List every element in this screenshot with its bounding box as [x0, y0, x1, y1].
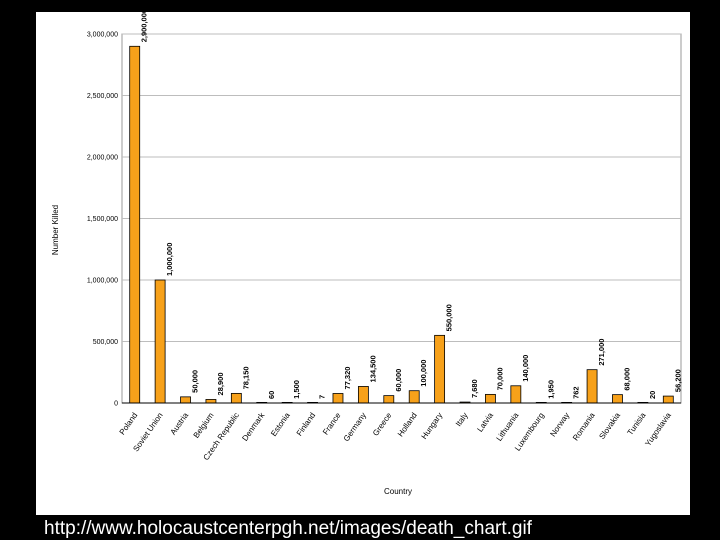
bar: [586, 369, 598, 404]
x-tick-label: Poland: [118, 411, 140, 437]
value-label: 60: [267, 391, 276, 399]
value-label: 7: [318, 395, 327, 399]
value-label: 70,000: [495, 367, 504, 390]
value-label: 1,000,000: [165, 243, 174, 276]
y-tick-label: 500,000: [93, 339, 118, 346]
value-label: 140,000: [521, 355, 530, 382]
x-tick-label: Norway: [548, 411, 571, 438]
source-url-caption: http://www.holocaustcenterpgh.net/images…: [44, 518, 532, 539]
x-tick-label: Estonia: [269, 411, 292, 438]
value-label: 134,500: [368, 355, 377, 382]
value-label: 56,200: [673, 369, 682, 392]
bar: [332, 393, 344, 404]
value-label: 78,150: [241, 366, 250, 389]
bar: [383, 395, 395, 404]
y-axis-ticks: 0 500,000 1,000,000 1,500,000 2,000,000 2,500…: [87, 32, 118, 408]
chart-panel: 0 500,000 1,000,000 1,500,000 2,000,000 2,500…: [36, 12, 690, 515]
x-tick-label: Hungary: [420, 411, 445, 441]
bar: [612, 394, 623, 404]
bar: [434, 334, 446, 404]
value-label: 7,680: [470, 379, 479, 398]
x-tick-label: Italy: [454, 411, 470, 428]
value-label: 28,900: [216, 372, 225, 395]
value-label: 762: [572, 386, 581, 399]
value-labels: 2,900,000 1,000,000 50,000 28,900 78,150 60 1,…: [140, 12, 683, 399]
value-label: 271,000: [597, 339, 606, 366]
value-label: 20: [648, 391, 657, 399]
bar: [129, 45, 141, 404]
value-label: 60,000: [394, 369, 403, 392]
x-tick-label: Romania: [571, 411, 597, 443]
bar: [662, 395, 674, 404]
value-label: 2,900,000: [140, 12, 149, 42]
y-axis-title: Number Killed: [51, 205, 60, 255]
x-axis-title: Country: [384, 487, 412, 496]
x-tick-label: Greece: [371, 411, 394, 438]
y-tick-label: 1,000,000: [87, 278, 118, 285]
x-tick-label: Tunisia: [626, 411, 648, 437]
x-tick-label: Latvia: [475, 411, 495, 434]
y-tick-label: 1,500,000: [87, 216, 118, 223]
bar: [408, 390, 420, 404]
x-tick-label: France: [321, 411, 343, 437]
value-label: 68,000: [622, 368, 631, 391]
bar: [510, 385, 522, 404]
bar: [205, 399, 217, 404]
x-tick-label: Germany: [342, 411, 368, 443]
bar-chart: 0 500,000 1,000,000 1,500,000 2,000,000 2,500…: [51, 12, 683, 496]
x-tick-label: Yugoslavia: [643, 411, 673, 448]
bar: [357, 386, 369, 404]
bar: [485, 393, 496, 404]
bar: [230, 392, 242, 404]
value-label: 1,500: [292, 380, 301, 399]
value-label: 100,000: [419, 360, 428, 387]
gridlines: [122, 33, 681, 342]
x-tick-label: Slovakia: [597, 411, 622, 441]
y-tick-label: 0: [114, 401, 118, 408]
value-label: 1,950: [546, 380, 555, 399]
bar: [180, 396, 191, 404]
x-tick-label: Belgium: [192, 411, 216, 440]
value-label: 550,000: [445, 304, 454, 331]
x-tick-label: Lithuania: [494, 411, 520, 443]
y-tick-label: 3,000,000: [87, 32, 118, 39]
bar: [154, 279, 166, 404]
x-tick-label: Denmark: [240, 410, 267, 443]
value-label: 77,320: [343, 367, 352, 390]
x-tick-label: Austria: [169, 411, 191, 437]
y-tick-label: 2,000,000: [87, 155, 118, 162]
value-label: 50,000: [191, 370, 200, 393]
x-tick-label: Finland: [295, 411, 317, 438]
y-tick-label: 2,500,000: [87, 93, 118, 100]
x-tick-label: Holland: [396, 411, 419, 438]
